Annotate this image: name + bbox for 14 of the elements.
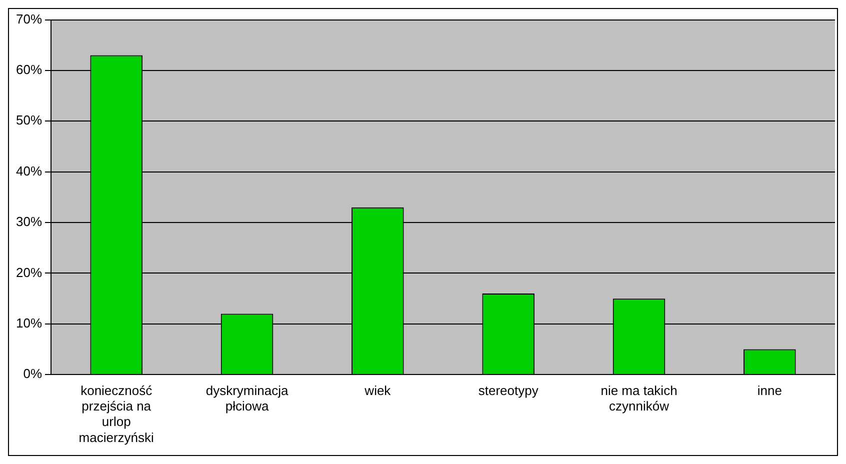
x-tick-label: konieczność przejścia na urlop macierzyński [78,382,154,445]
y-tick-label: 70% [16,11,42,26]
x-tick-label: inne [757,382,782,398]
y-tick-label: 10% [16,315,42,330]
y-tick-label: 30% [16,214,42,230]
y-tick-label: 0% [23,366,42,382]
y-tick-label: 50% [16,112,42,128]
y-tick-label: 60% [16,62,42,78]
y-tick-label: 40% [16,163,42,178]
x-tick-label: stereotypy [478,382,539,398]
y-tick-label: 20% [16,264,42,280]
x-tick-label: nie ma takich czynników [600,382,678,414]
x-tick-label: dyskryminacja płciowa [206,382,289,414]
x-tick-label: wiek [364,382,392,398]
